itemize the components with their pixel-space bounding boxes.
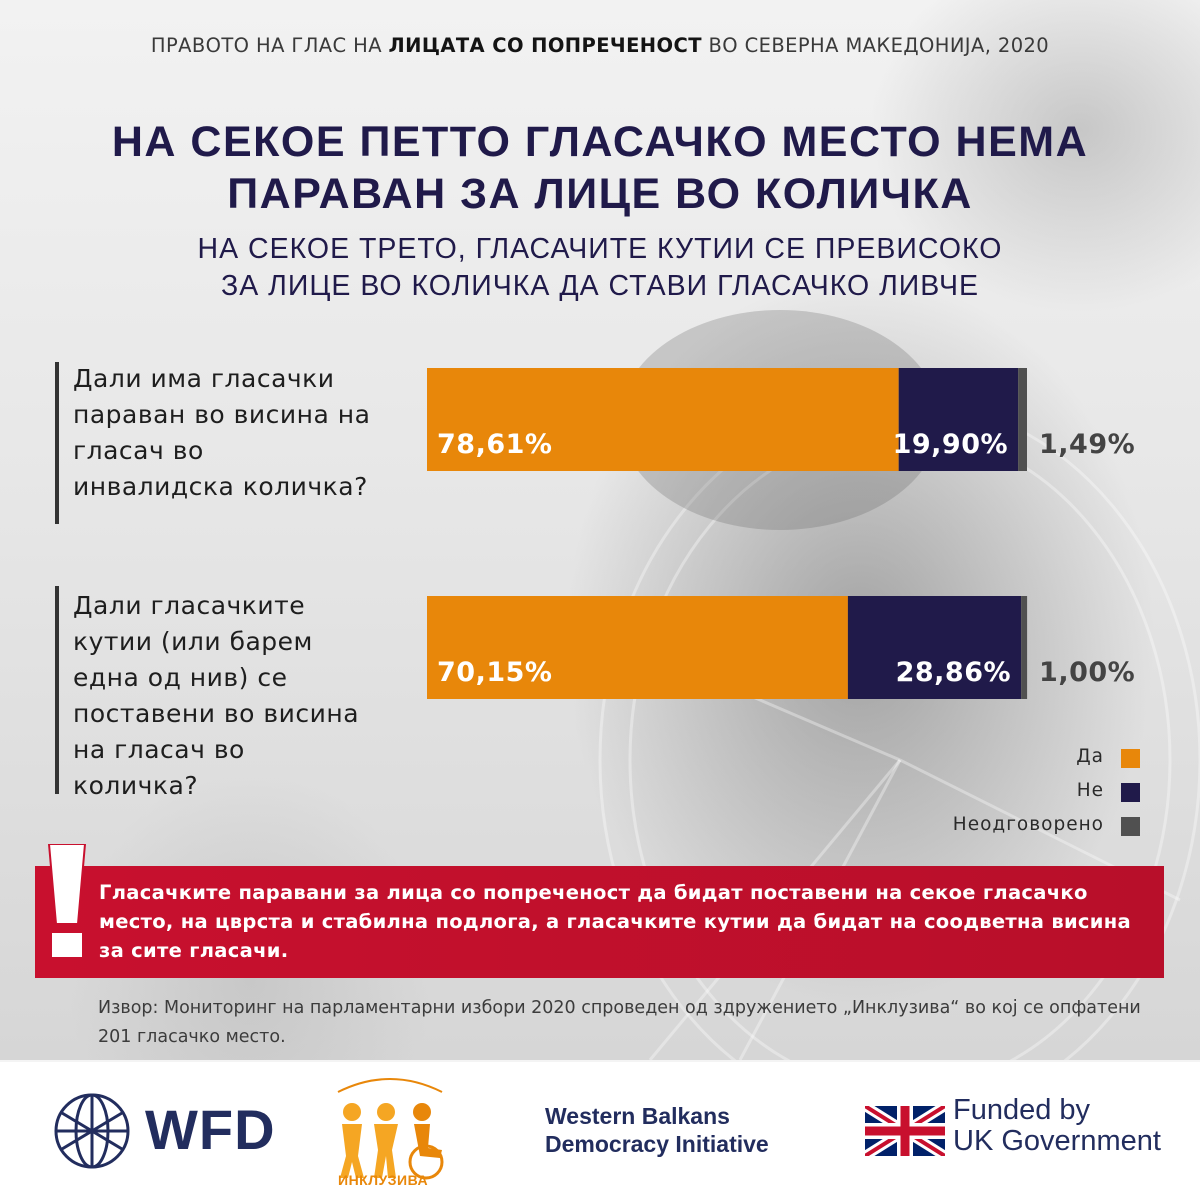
title-line-2: ПАРАВАН ЗА ЛИЦЕ ВО КОЛИЧКА	[227, 170, 973, 218]
bar-q2-no	[847, 596, 1022, 699]
source-note: Извор: Мониторинг на парламентарни избор…	[98, 998, 1141, 1047]
question-2-accent	[55, 586, 59, 794]
data-label-q2-yes: 70,15%	[437, 657, 552, 688]
bar-q2-unanswered	[1021, 596, 1028, 699]
recommendation-text: Гласачките паравани за лица со попречено…	[99, 881, 1131, 962]
subtitle-line-2: ЗА ЛИЦЕ ВО КОЛИЧКА ДА СТАВИ ГЛАСАЧКО ЛИВ…	[220, 270, 980, 302]
wfd-logo-text: WFD	[145, 1098, 276, 1161]
supertitle: ПРАВОТО НА ГЛАС НА ЛИЦАТА СО ПОПРЕЧЕНОСТ…	[150, 34, 1050, 57]
data-label-q1-no: 19,90%	[893, 429, 1008, 460]
recommendation-callout: Гласачките паравани за лица со попречено…	[35, 866, 1164, 978]
inkluziva-logo-text: ИНКЛУЗИВА	[338, 1172, 429, 1188]
legend-label-yes: Да	[1076, 746, 1104, 767]
legend-label-unanswered: Неодговорено	[952, 814, 1104, 835]
subtitle-line-1: НА СЕКОЕ ТРЕТО, ГЛАСАЧИТЕ КУТИИ СЕ ПРЕВИ…	[197, 233, 1003, 265]
legend-label-no: Не	[1076, 780, 1104, 801]
bar-q1-no	[898, 368, 1019, 471]
legend-swatch-yes	[1121, 749, 1140, 768]
wfd-globe-icon	[54, 1093, 130, 1169]
footer-logos: WFD ИНКЛУЗИВА Western Balkans Democracy …	[0, 1062, 1200, 1200]
bar-q1-unanswered	[1018, 368, 1027, 471]
legend-swatch-no	[1121, 783, 1140, 802]
bar-q1-yes	[427, 368, 899, 471]
title-line-1: НА СЕКОЕ ПЕТТО ГЛАСАЧКО МЕСТО НЕМА	[111, 118, 1089, 166]
uk-funding-text: Funded by UK Government	[953, 1094, 1161, 1157]
data-label-q2-unanswered: 1,00%	[1039, 657, 1135, 688]
wbdi-logo-text: Western Balkans Democracy Initiative	[545, 1103, 769, 1157]
data-label-q2-no: 28,86%	[896, 657, 1011, 688]
question-1-label: Дали има гласачки параван во висина на г…	[73, 364, 371, 501]
inkluziva-logo-icon	[337, 1078, 444, 1180]
uk-flag-icon	[865, 1106, 945, 1156]
data-label-q1-unanswered: 1,49%	[1039, 429, 1135, 460]
question-1-accent	[55, 362, 59, 524]
bar-q2-yes	[427, 596, 848, 699]
exclamation-icon	[47, 844, 87, 959]
stacked-bar-chart: 78,61% 19,90% 1,49% 70,15% 28,86% 1,00%	[427, 368, 1135, 699]
legend-swatch-unanswered	[1121, 817, 1140, 836]
question-2-label: Дали гласачките кутии (или барем една од…	[73, 591, 360, 800]
data-label-q1-yes: 78,61%	[437, 429, 552, 460]
